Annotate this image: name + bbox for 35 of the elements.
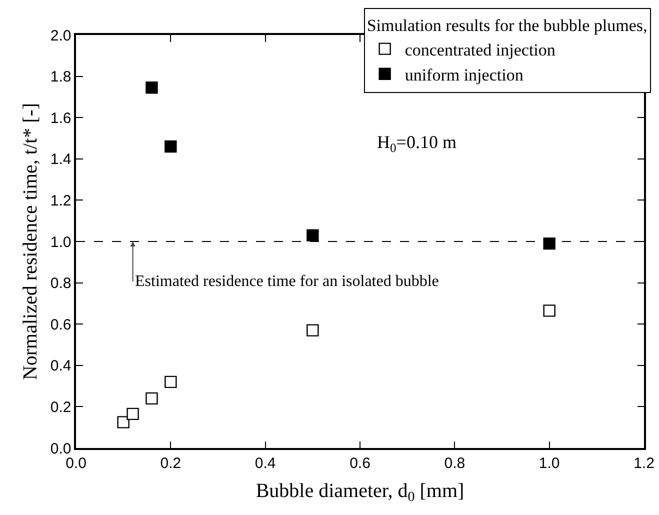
y-tick-label: 1.6 [50,110,72,127]
x-tick-label: 0.6 [350,454,370,472]
x-tick-label: 0.2 [160,454,182,472]
y-axis-title: Normalized residence time, t/t* [-] [19,102,42,380]
y-tick-label: 1.8 [50,68,72,86]
y-tick-label: 1.2 [50,192,72,210]
annotation: H$_{0}$=0.10 m [377,132,456,155]
legend-title: Simulation results for the bubble plumes, [366,16,648,36]
x-tick-label: 0.8 [444,454,466,472]
x-tick-label: 1.2 [634,454,654,472]
point [543,237,556,250]
point [146,82,158,94]
y-tick-label: 0.4 [50,358,72,375]
point [117,416,130,428]
y-tick-label: 2.0 [50,27,72,44]
y-tick-label: 1.4 [50,151,72,168]
point [126,408,139,420]
y-tick-label: 0.2 [50,398,72,416]
y-tick-label: 1.0 [50,234,72,251]
point [164,376,177,388]
legend-label: uniform injection [404,66,524,85]
y-tick-label: 0.6 [50,316,72,334]
point [306,324,319,336]
y-tick-label: 0.8 [50,275,72,292]
ref-line-label: Estimated residence time for an isolated bubble [135,273,439,290]
legend-label: concentrated injection [404,40,556,60]
x-tick-label: 0.0 [66,454,86,472]
y-tick-label: 0.0 [50,440,72,458]
point [543,304,556,317]
point [164,140,177,153]
x-axis-title: Bubble diameter, d$_{0}$ [mm] [256,480,464,505]
point [146,392,158,405]
point [306,229,319,242]
x-tick-label: 1.0 [538,454,560,472]
x-tick-label: 0.4 [254,454,276,472]
